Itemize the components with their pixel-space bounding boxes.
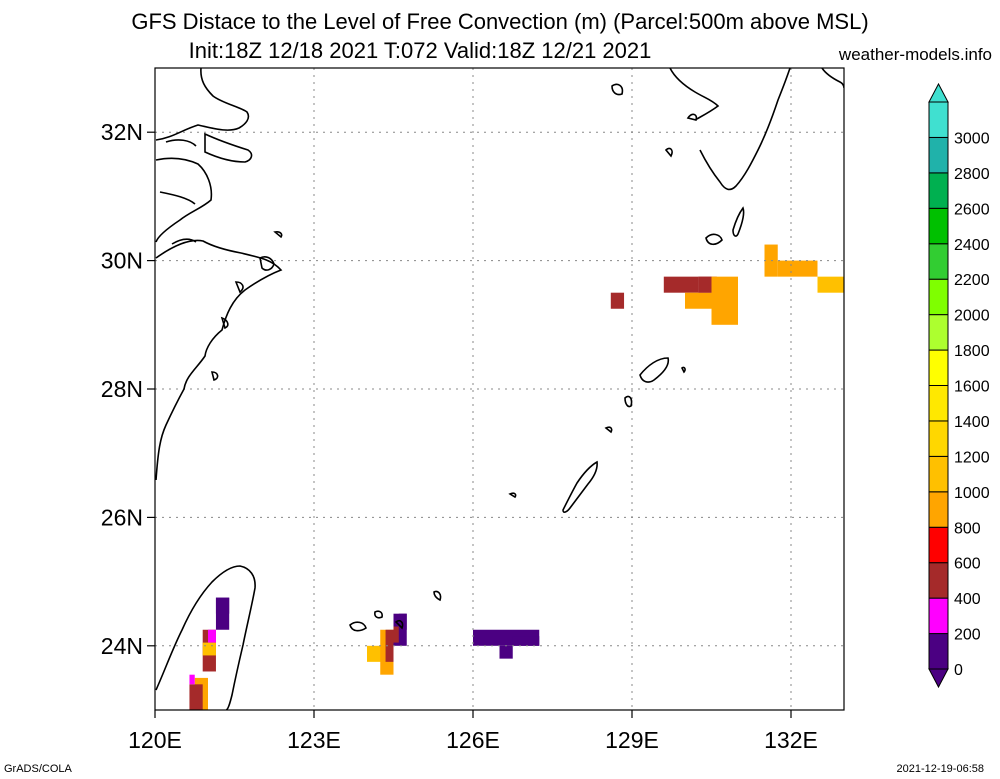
- colorbar-swatch-3: [928, 526, 949, 564]
- colorbar-label-3000: 3000: [954, 130, 990, 147]
- field-cell-east-band-3: [512, 636, 540, 646]
- taiwan-coastline: [155, 565, 256, 710]
- colorbar-swatch-15: [928, 101, 949, 138]
- colorbar-label-2200: 2200: [954, 272, 990, 289]
- yangtze-estuary: [165, 132, 253, 163]
- tick-label-lon-132: 132E: [764, 727, 818, 753]
- colorbar: 0 200 400 600 800 1000 1200 1400 1600 1800 2000 220…: [928, 82, 990, 689]
- tick-label-lon-129: 129E: [605, 727, 659, 753]
- colorbar-swatch-14: [928, 136, 949, 174]
- colorbar-label-1200: 1200: [954, 449, 990, 466]
- colorbar-label-1000: 1000: [954, 485, 990, 502]
- okinawa-island: [508, 460, 598, 513]
- chart-title: GFS Distace to the Level of Free Convect…: [131, 9, 869, 34]
- field-cell-kyushu-south-4: [711, 276, 738, 325]
- tick-label-lat-30: 30N: [101, 248, 143, 274]
- site-credit: weather-models.info: [838, 45, 992, 64]
- field-cell-yaeyama-5: [398, 613, 407, 630]
- tick-label-lat-32: 32N: [101, 119, 143, 145]
- colorbar-label-2400: 2400: [954, 237, 990, 254]
- zhoushan-islands: [210, 231, 283, 382]
- colorbar-cap-bottom: [928, 668, 949, 689]
- field-cell-taiwan-west-strip-3: [189, 674, 195, 685]
- field-cell-kyushu-south-3: [685, 292, 712, 309]
- colorbar-swatch-4: [928, 491, 949, 528]
- colorbar-label-400: 400: [954, 591, 981, 608]
- axis-ticks: 120E 123E 126E 129E 132E 24N 26N 28N 30N 32N: [101, 119, 818, 753]
- tanegashima-island: [705, 206, 745, 246]
- colorbar-swatch-8: [928, 349, 949, 386]
- china-coastline: [155, 68, 283, 481]
- colorbar-label-1400: 1400: [954, 414, 990, 431]
- tick-label-lon-126: 126E: [446, 727, 500, 753]
- field-cell-yaeyama-6: [393, 626, 399, 643]
- yaeyama-islands: [349, 590, 442, 632]
- grid-layer: [155, 68, 844, 710]
- colorbar-label-800: 800: [954, 520, 981, 537]
- colorbar-swatch-0: [928, 633, 949, 670]
- colorbar-swatch-2: [928, 562, 949, 599]
- field-cell-pacific-2: [777, 260, 818, 277]
- colorbar-swatch-13: [928, 172, 949, 209]
- colorbar-label-600: 600: [954, 556, 981, 573]
- colorbar-swatch-6: [928, 420, 949, 457]
- colorbar-label-2000: 2000: [954, 308, 990, 325]
- field-cell-yaeyama-3: [385, 629, 394, 662]
- colorbar-swatch-7: [928, 385, 949, 422]
- field-cell-taiwan-mid-2: [202, 642, 216, 656]
- colorbar-label-1600: 1600: [954, 379, 990, 396]
- colorbar-swatch-10: [928, 278, 949, 316]
- tick-label-lat-26: 26N: [101, 504, 143, 530]
- field-cell-pacific-3: [817, 276, 844, 293]
- chart-subtitle: Init:18Z 12/18 2021 T:072 Valid:18Z 12/2…: [188, 38, 652, 63]
- field-cell-kyushu-south-1: [663, 276, 699, 293]
- colorbar-label-2800: 2800: [954, 166, 990, 183]
- colorbar-label-200: 200: [954, 627, 981, 644]
- field-cell-taiwan-west-strip-2: [189, 684, 203, 710]
- tick-label-lon-123: 123E: [287, 727, 341, 753]
- field-cell-amami-north: [610, 292, 625, 309]
- colorbar-label-2600: 2600: [954, 201, 990, 218]
- amami-islands: [604, 357, 686, 434]
- field-cell-taiwan-mid-3: [208, 629, 216, 643]
- tick-label-lat-24: 24N: [101, 633, 143, 659]
- timestamp: 2021-12-19-06:58: [896, 763, 984, 775]
- colorbar-swatch-12: [928, 207, 949, 245]
- field-cell-east-band-2: [499, 645, 513, 659]
- colorbar-swatch-5: [928, 455, 949, 493]
- field-cell-kyushu-south-5: [698, 276, 712, 293]
- coastline-layer: [155, 68, 844, 710]
- colorbar-label-0: 0: [954, 662, 963, 679]
- kyushu-coastline: [611, 68, 791, 191]
- colorbar-cap-top: [928, 82, 949, 103]
- colorbar-label-1800: 1800: [954, 343, 990, 360]
- tick-label-lat-28: 28N: [101, 376, 143, 402]
- colorbar-swatch-9: [928, 314, 949, 351]
- hangzhou-bay: [159, 191, 197, 245]
- software-credit: GrADS/COLA: [4, 763, 72, 775]
- colorbar-swatch-1: [928, 597, 949, 635]
- colorbar-swatch-11: [928, 243, 949, 280]
- tick-label-lon-120: 120E: [128, 727, 182, 753]
- field-cell-taiwan-north-2: [215, 597, 230, 614]
